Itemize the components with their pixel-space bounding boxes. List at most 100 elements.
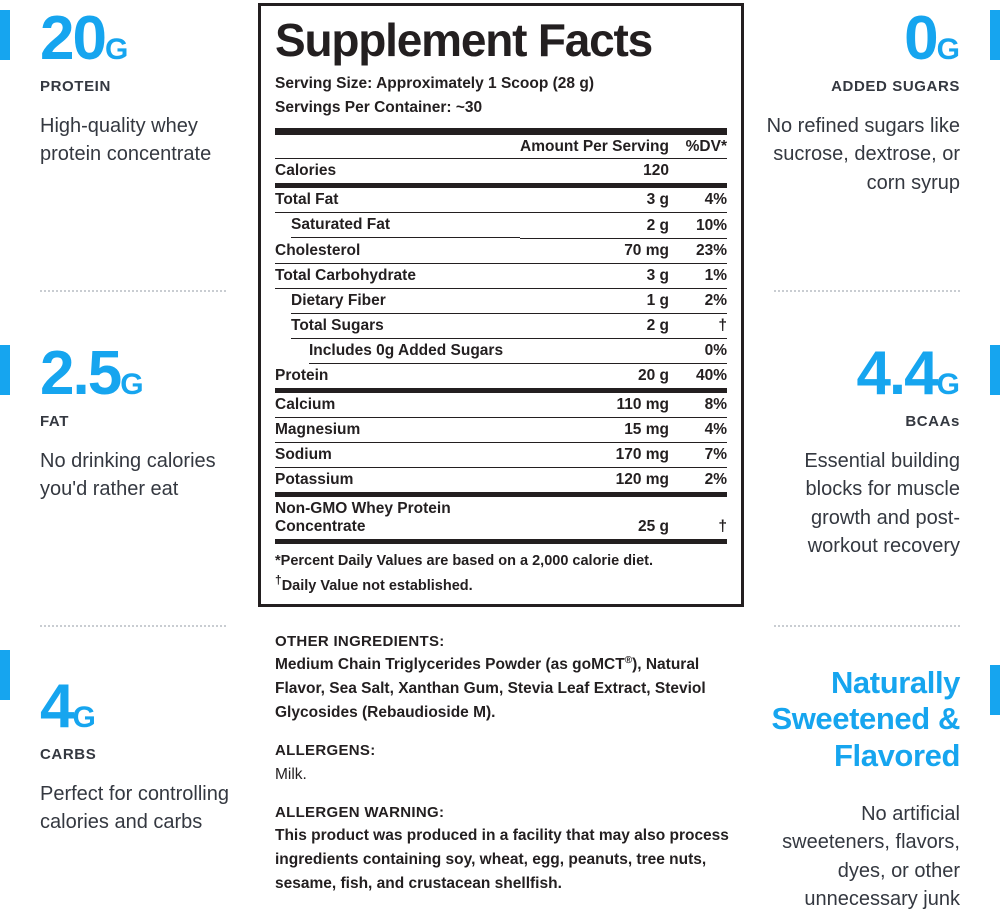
left-stats-column: 20G PROTEIN High-quality whey protein co…	[0, 0, 250, 909]
spacer	[275, 787, 745, 801]
header-rule	[275, 158, 727, 160]
row-amount: 120	[520, 158, 669, 189]
stat-value: 2.5G	[40, 343, 236, 405]
stat-description: No artificial sweeteners, flavors, dyes,…	[782, 802, 960, 909]
row-amount: 3 g	[520, 263, 669, 289]
stat-divider	[40, 290, 226, 292]
stat-divider	[40, 625, 226, 627]
stat-label: CARBS	[40, 745, 97, 763]
row-dv: 40%	[669, 363, 727, 394]
row-dv: 0%	[669, 338, 727, 365]
row-amount: 1 g	[520, 288, 669, 315]
row-amount: 20 g	[520, 363, 669, 394]
accent-bar-icon	[990, 345, 1000, 395]
row-amount: 2 g	[520, 212, 669, 239]
stat-unit: G	[936, 368, 960, 401]
table-row: Sodium 170 mg 7%	[275, 442, 727, 469]
row-label: Non-GMO Whey Protein Concentrate	[275, 494, 520, 545]
row-label: Total Fat	[275, 185, 520, 214]
row-label-text: Includes 0g Added Sugars	[309, 342, 520, 364]
table-row: Non-GMO Whey Protein Concentrate 25 g †	[275, 494, 727, 545]
right-stats-column: 0G ADDED SUGARS No refined sugars like s…	[750, 0, 1000, 909]
row-dv: 1%	[669, 263, 727, 289]
stat-unit: G	[72, 701, 96, 734]
row-label-text: Total Sugars	[291, 317, 520, 339]
stat-label: FAT	[40, 412, 70, 430]
table-row: Magnesium 15 mg 4%	[275, 417, 727, 444]
row-dv: 8%	[669, 390, 727, 419]
nutrition-table: Amount Per Serving %DV* Calories 120 Tot…	[275, 135, 727, 545]
center-column: Supplement Facts Serving Size: Approxima…	[255, 0, 747, 909]
stat-description: No drinking calories you'd rather eat	[40, 449, 216, 501]
accent-bar-icon	[0, 10, 10, 60]
row-dv: 4%	[669, 417, 727, 444]
row-label: Potassium	[275, 467, 520, 498]
stat-number: 4	[40, 672, 75, 741]
table-row: Total Fat 3 g 4%	[275, 185, 727, 214]
table-row: Total Sugars 2 g †	[275, 313, 727, 340]
registered-trademark-icon: ®	[624, 655, 633, 667]
table-header-row: Amount Per Serving %DV*	[275, 135, 727, 158]
row-label: Protein	[275, 363, 520, 394]
panel-rule	[275, 128, 727, 136]
spacer	[275, 725, 745, 739]
stat-label: ADDED SUGARS	[831, 77, 960, 95]
table-row: Dietary Fiber 1 g 2%	[275, 288, 727, 315]
row-label: Calcium	[275, 390, 520, 419]
stat-value: 20G	[40, 8, 236, 70]
row-dv: 2%	[669, 467, 727, 498]
column-header-dv: %DV*	[685, 138, 727, 156]
row-amount: 120 mg	[520, 467, 669, 498]
table-row: Total Carbohydrate 3 g 1%	[275, 263, 727, 289]
row-label: Total Carbohydrate	[275, 263, 520, 289]
servings-per-container: Servings Per Container: ~30	[275, 99, 483, 117]
row-label: Total Sugars	[275, 314, 520, 339]
stat-protein: 20G PROTEIN High-quality whey protein co…	[0, 8, 250, 169]
row-label: Saturated Fat	[275, 213, 520, 239]
row-dv: 4%	[669, 185, 727, 214]
row-dv: †	[669, 313, 727, 340]
stat-description: High-quality whey protein concentrate	[40, 114, 212, 166]
row-amount: 110 mg	[520, 390, 669, 419]
ingredients-block: OTHER INGREDIENTS: Medium Chain Triglyce…	[275, 630, 745, 896]
stat-value: 0G	[764, 8, 960, 70]
row-amount: 15 mg	[520, 417, 669, 444]
row-label: Dietary Fiber	[275, 288, 520, 314]
footnote-dagger: †Daily Value not established.	[275, 572, 727, 597]
footnote-daily-value: *Percent Daily Values are based on a 2,0…	[275, 553, 653, 570]
table-row: Calories 120	[275, 158, 727, 189]
row-label: Calories	[275, 158, 520, 189]
row-amount: 25 g	[520, 494, 669, 545]
row-label: Cholesterol	[275, 238, 520, 264]
allergen-warning-heading: ALLERGEN WARNING:	[275, 803, 445, 821]
stat-label: PROTEIN	[40, 77, 111, 95]
row-dv: 23%	[669, 238, 727, 264]
footnote-dagger-text: Daily Value not established.	[281, 578, 473, 595]
stat-fat: 2.5G FAT No drinking calories you'd rath…	[0, 343, 250, 504]
table-row: Potassium 120 mg 2%	[275, 467, 727, 498]
stat-description: Perfect for controlling calories and car…	[40, 782, 229, 834]
row-dv: †	[669, 494, 727, 545]
table-row: Saturated Fat 2 g 10%	[275, 212, 727, 239]
stat-number: 20	[40, 4, 107, 73]
allergen-warning-body: This product was produced in a facility …	[275, 826, 729, 892]
row-label: Includes 0g Added Sugars	[275, 339, 520, 364]
allergens-body: Milk.	[275, 765, 307, 783]
table-row: Cholesterol 70 mg 23%	[275, 238, 727, 264]
row-dv	[669, 158, 727, 189]
stat-bcaas: 4.4G BCAAs Essential building blocks for…	[750, 343, 1000, 560]
row-dv: 2%	[669, 288, 727, 315]
row-amount: 70 mg	[520, 238, 669, 264]
stat-value: 4G	[40, 650, 236, 738]
stat-label: BCAAs	[905, 412, 960, 430]
table-row: Calcium 110 mg 8%	[275, 390, 727, 419]
stat-added-sugars: 0G ADDED SUGARS No refined sugars like s…	[750, 8, 1000, 197]
accent-bar-icon	[990, 665, 1000, 715]
stat-description: Essential building blocks for muscle gro…	[804, 449, 960, 558]
other-ingredients-heading: OTHER INGREDIENTS:	[275, 633, 445, 650]
row-dv: 7%	[669, 442, 727, 469]
allergens-heading: ALLERGENS:	[275, 742, 376, 760]
row-label-text: Saturated Fat	[291, 216, 520, 239]
stat-value: 4.4G	[764, 343, 960, 405]
